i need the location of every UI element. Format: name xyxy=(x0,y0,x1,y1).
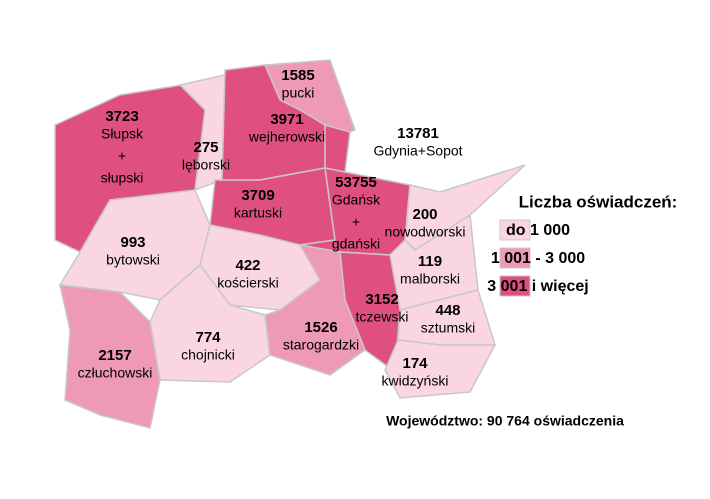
region-name: lęborski xyxy=(182,157,230,173)
region-name: starogardzki xyxy=(283,337,359,353)
region-name: Słupsk xyxy=(101,126,144,142)
region-name: kwidzyński xyxy=(382,373,449,389)
region-name: kościerski xyxy=(217,275,278,291)
legend-swatch xyxy=(499,275,531,297)
legend-swatch xyxy=(499,247,531,269)
region-name: gdański xyxy=(332,236,380,252)
region xyxy=(264,243,366,376)
region-value: 174 xyxy=(402,355,428,372)
region xyxy=(384,339,497,399)
legend-title: Liczba oświadczeń: xyxy=(519,192,678,211)
legend-swatch xyxy=(499,219,531,241)
region-name: sztumski xyxy=(421,320,475,336)
region-name: wejherowski xyxy=(248,129,325,145)
region-name: Gdynia+Sopot xyxy=(373,143,462,159)
region-name: nowodworski xyxy=(385,224,466,240)
region-name: pucki xyxy=(282,85,315,101)
region-value: 3152 xyxy=(365,291,398,308)
region xyxy=(178,74,226,192)
legend-label: do 1 000 xyxy=(506,222,570,239)
regions xyxy=(54,59,526,429)
region xyxy=(324,124,351,173)
region-value: 53755 xyxy=(335,174,377,191)
region-name: bytowski xyxy=(106,252,160,268)
region-name: chojnicki xyxy=(181,347,235,363)
region-value: 1526 xyxy=(304,319,337,336)
region-name: malborski xyxy=(400,271,460,287)
region-value: 13781 xyxy=(397,125,439,142)
region xyxy=(59,284,161,429)
region-name: słupski xyxy=(101,170,144,186)
region-name: + xyxy=(118,148,126,164)
region-name: człuchowski xyxy=(78,365,153,381)
region-name: Gdańsk xyxy=(332,192,381,208)
legend-label: 1 001 - 3 000 xyxy=(491,250,585,267)
region-value: 422 xyxy=(235,257,260,274)
region-name: tczewski xyxy=(356,309,409,325)
region-value: 119 xyxy=(418,253,442,270)
region-value: 3971 xyxy=(270,111,303,128)
total: Województwo: 90 764 oświadczenia xyxy=(386,413,624,429)
region-value: 3723 xyxy=(105,108,138,125)
region-value: 774 xyxy=(195,329,221,346)
region-value: 448 xyxy=(435,302,460,319)
region-value: 1585 xyxy=(281,67,314,84)
region-value: 993 xyxy=(120,234,145,251)
region-value: 3709 xyxy=(241,187,274,204)
legend-label: 3 001 i więcej xyxy=(487,278,588,295)
region-value: 275 xyxy=(193,139,218,156)
region-value: 2157 xyxy=(98,347,131,364)
region-value: 200 xyxy=(412,206,437,223)
region-name: kartuski xyxy=(234,205,282,221)
region-name: + xyxy=(352,214,360,230)
